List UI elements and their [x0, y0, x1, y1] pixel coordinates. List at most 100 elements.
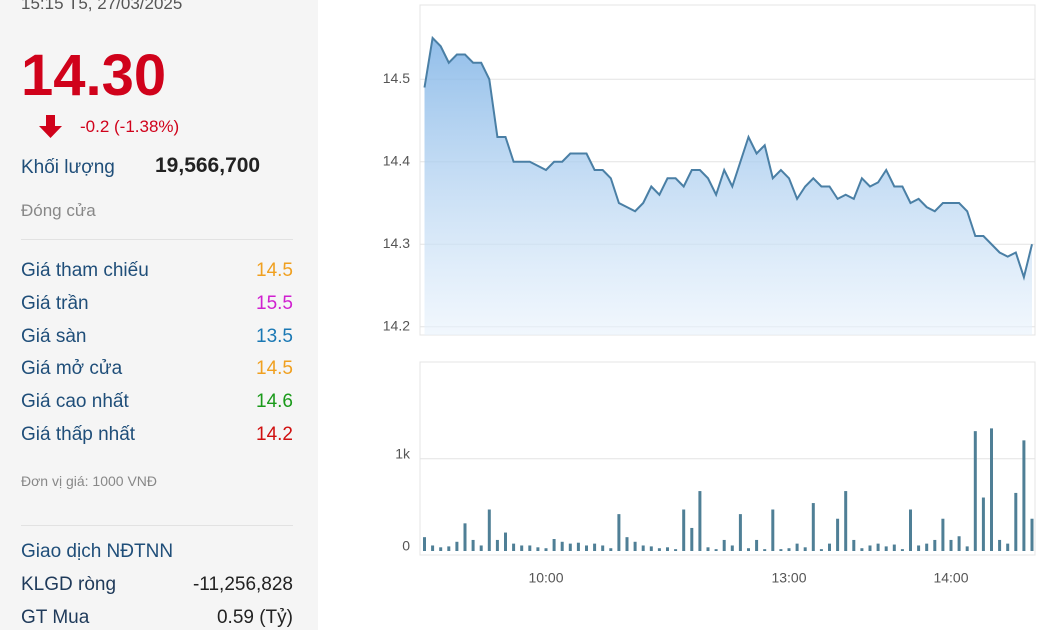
y2-tick-label: 0 — [402, 538, 410, 554]
volume-bar — [998, 539, 1002, 551]
volume-bar — [585, 545, 588, 551]
y-tick-label: 14.4 — [383, 152, 410, 168]
y2-tick-label: 1k — [395, 446, 411, 462]
volume-bar — [455, 541, 459, 551]
price-line — [423, 35, 1033, 281]
volume-bar — [738, 514, 742, 551]
volume-bar — [601, 545, 605, 551]
volume-bar — [844, 491, 848, 551]
x-tick-label: 13:00 — [771, 570, 806, 586]
status: Đóng cửa — [21, 201, 96, 220]
volume-bar — [803, 547, 807, 551]
volume-bar — [487, 509, 491, 551]
row-value: 14.5 — [256, 358, 293, 380]
volume-bar — [649, 546, 653, 551]
volume-bar — [917, 545, 921, 551]
x-tick-label: 14:00 — [933, 570, 968, 586]
volume-bar — [479, 545, 483, 551]
y-tick-label: 14.5 — [383, 70, 410, 86]
volume-bar — [981, 497, 985, 551]
volume-bar — [933, 539, 937, 551]
row-value: 15.5 — [256, 292, 293, 314]
x-tick-label: 10:00 — [528, 570, 563, 586]
volume-bar — [779, 549, 783, 551]
volume-bar — [909, 509, 912, 551]
volume-bar — [771, 509, 775, 551]
volume-bar — [957, 536, 961, 551]
volume-bar — [884, 546, 888, 551]
volume-bar — [439, 547, 443, 551]
row-label: Giá thấp nhất — [21, 424, 136, 445]
volume-bar — [625, 537, 629, 551]
volume-bar — [755, 539, 759, 551]
price-area — [424, 38, 1032, 335]
volume-bar — [431, 545, 435, 551]
volume-bar — [763, 549, 767, 551]
volume-bar — [1014, 492, 1018, 551]
volume-bar — [876, 543, 880, 551]
volume-bar — [1022, 440, 1026, 551]
volume-bar — [552, 539, 556, 551]
volume-bar — [868, 545, 872, 551]
row-value: 14.6 — [256, 391, 293, 413]
volume-bar — [1006, 543, 1010, 551]
volume-bar — [504, 532, 507, 551]
volume-bar — [973, 431, 977, 551]
row-label: Giá tham chiếu — [21, 260, 149, 281]
row-label: Giá cao nhất — [21, 391, 129, 413]
volume-bar — [520, 545, 524, 551]
volume: 19,566,700 — [155, 154, 261, 177]
volume-bar — [674, 549, 678, 551]
volume-bar — [576, 542, 580, 551]
row-value: 14.2 — [256, 424, 293, 445]
volume-bar — [852, 539, 856, 551]
volume-bar — [860, 548, 864, 551]
foreign-title: Giao dịch NĐTNN — [21, 541, 174, 562]
volume-bar — [593, 543, 597, 551]
info-panel: 15:15 T5, 27/03/2025 14.30 -0.2 (-1.38%)… — [0, 0, 318, 630]
y-tick-label: 14.2 — [383, 317, 410, 333]
volume-bar — [536, 547, 540, 551]
down-arrow — [39, 115, 62, 138]
volume-bar — [941, 518, 945, 551]
volume-bar — [471, 539, 475, 551]
volume-bar — [447, 546, 451, 551]
volume-bar — [641, 545, 645, 551]
volume-bar — [892, 544, 896, 551]
foreign-label: GT Mua — [21, 606, 90, 628]
volume-bar — [463, 523, 467, 551]
unit-note: Đơn vị giá: 1000 VNĐ — [21, 473, 158, 489]
volume-bar — [1030, 518, 1034, 551]
volume-bar — [528, 545, 532, 551]
volume-bar — [495, 539, 499, 551]
volume-bar — [633, 541, 637, 551]
volume-bar — [836, 518, 840, 551]
volume-bar — [512, 543, 516, 551]
volume-bar — [811, 503, 815, 551]
volume-bar — [730, 545, 734, 551]
row-label: Giá sàn — [21, 325, 87, 347]
volume-bar — [666, 547, 669, 551]
volume-label: Khối lượng — [21, 157, 115, 178]
row-label: Giá mở cửa — [21, 358, 123, 380]
volume-bar — [990, 428, 993, 551]
row-label: Giá trần — [21, 292, 89, 314]
timestamp: 15:15 T5, 27/03/2025 — [21, 0, 183, 13]
volume-bar — [568, 543, 572, 551]
volume-bar — [828, 543, 831, 551]
separator — [21, 525, 293, 526]
volume-bar — [617, 514, 621, 551]
volume-bar — [900, 549, 904, 551]
y-tick-label: 14.3 — [383, 235, 410, 251]
volume-bar — [706, 547, 710, 551]
volume-bar — [698, 491, 702, 551]
volume-bar — [819, 549, 823, 551]
volume-bar — [560, 541, 564, 551]
volume-bar — [690, 527, 694, 551]
foreign-label: KLGD ròng — [21, 574, 117, 595]
separator — [21, 239, 293, 240]
price: 14.30 — [21, 43, 167, 108]
volume-bar — [795, 543, 799, 551]
